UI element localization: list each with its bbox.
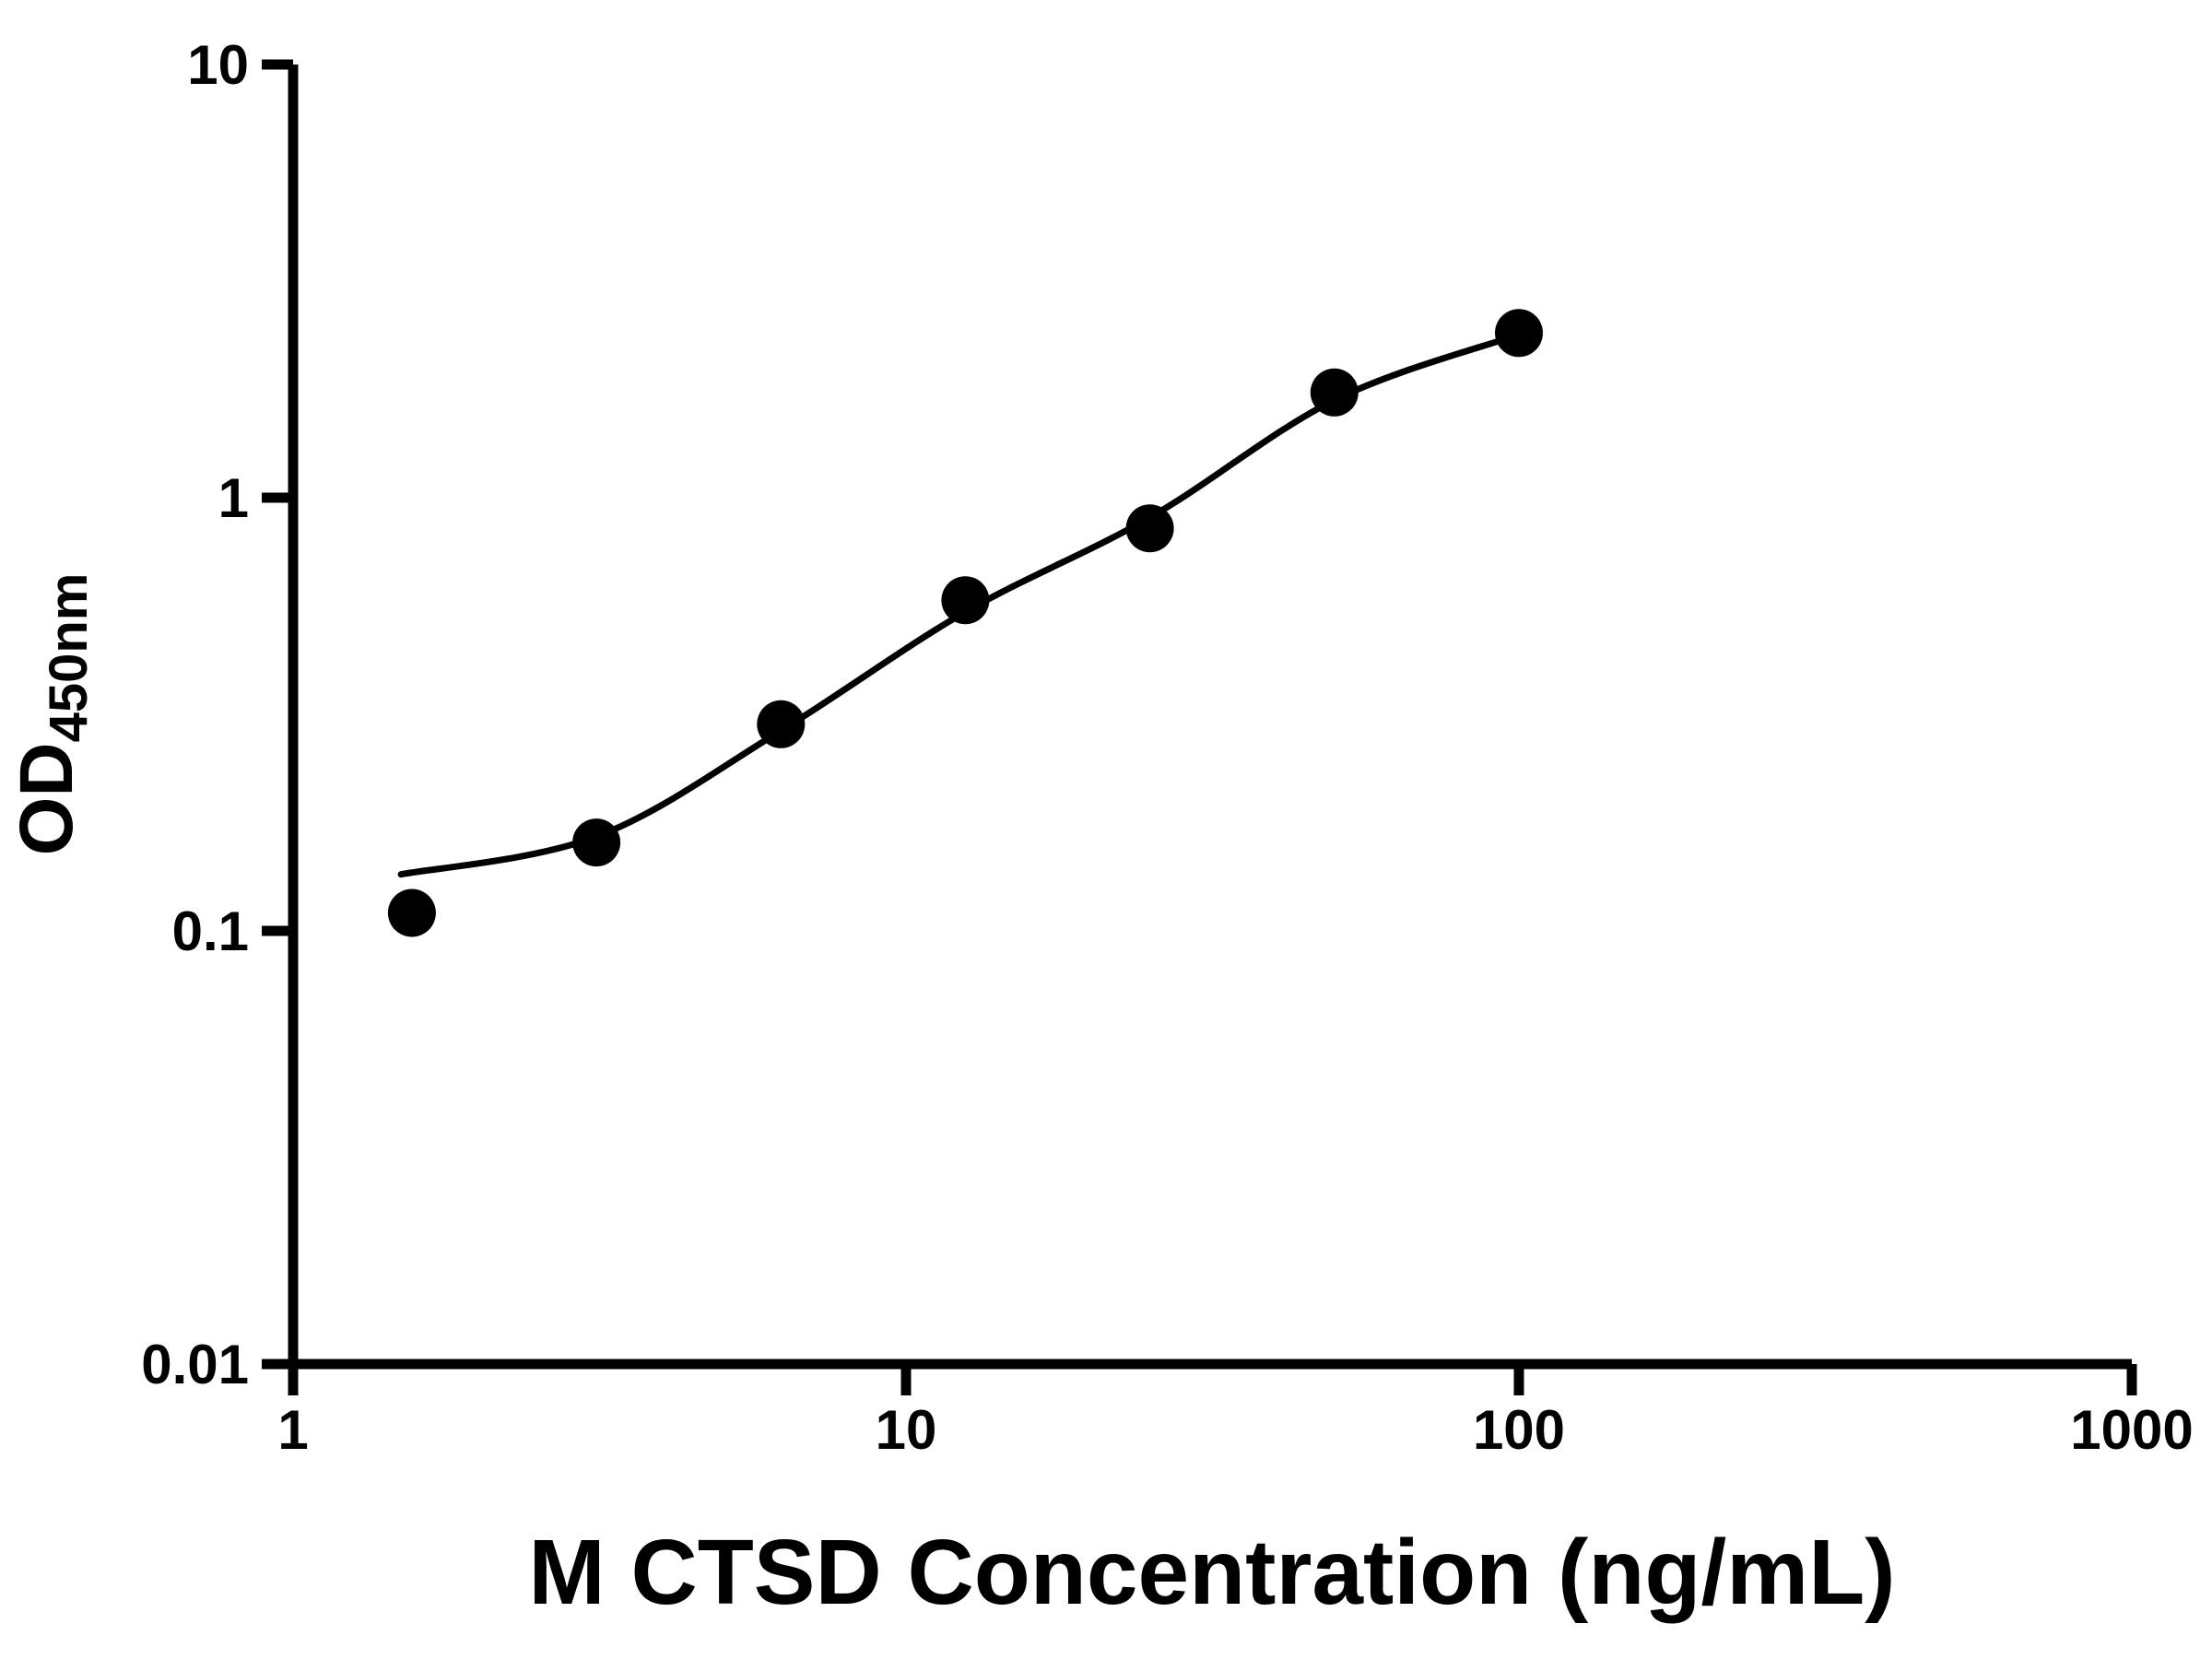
x-axis-tick-label: 10 bbox=[876, 1399, 937, 1461]
data-point bbox=[757, 700, 806, 748]
x-axis-tick-label: 100 bbox=[1473, 1399, 1565, 1461]
axes-group bbox=[262, 59, 2137, 1395]
y-axis-tick-label: 10 bbox=[187, 34, 249, 96]
data-point bbox=[572, 818, 621, 867]
y-axis-title-main: OD bbox=[5, 742, 88, 855]
axis-spine bbox=[288, 65, 2132, 1370]
y-axis-title: OD450nm bbox=[5, 573, 99, 856]
y-axis-tick-label: 0.01 bbox=[141, 1334, 249, 1395]
x-axis-tick-label: 1000 bbox=[2070, 1399, 2193, 1461]
data-point bbox=[1310, 368, 1359, 417]
data-point bbox=[387, 888, 436, 937]
y-axis-tick-label: 1 bbox=[218, 467, 249, 529]
y-axis-title-sub: 450nm bbox=[39, 573, 99, 743]
data-points-group bbox=[387, 309, 1543, 937]
data-point bbox=[941, 576, 990, 625]
data-point bbox=[1495, 309, 1543, 358]
y-axis-tick-label: 0.1 bbox=[172, 900, 249, 962]
tick-labels-group: 1 10 100 1000 10 1 0.1 0.01 bbox=[141, 34, 2194, 1461]
data-point bbox=[1125, 504, 1174, 553]
x-axis-title: M CTSD Concentration (ng/mL) bbox=[528, 1521, 1895, 1624]
x-axis-tick-label: 1 bbox=[277, 1399, 308, 1461]
